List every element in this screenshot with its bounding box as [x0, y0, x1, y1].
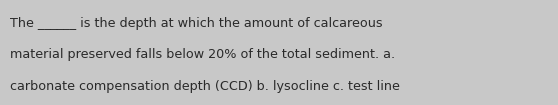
Text: carbonate compensation depth (CCD) b. lysocline c. test line: carbonate compensation depth (CCD) b. ly…: [10, 80, 400, 93]
Text: material preserved falls below 20% of the total sediment. a.: material preserved falls below 20% of th…: [10, 48, 395, 61]
Text: The ______ is the depth at which the amount of calcareous: The ______ is the depth at which the amo…: [10, 17, 383, 30]
